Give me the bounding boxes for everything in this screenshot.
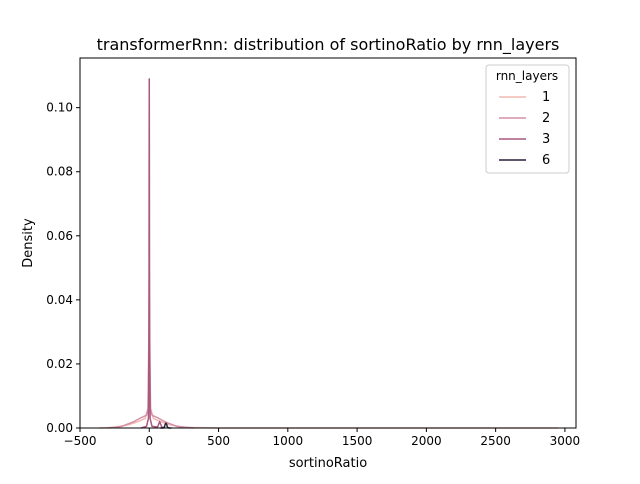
- legend: rnn_layers 1 2 3 6: [485, 64, 570, 174]
- plot-frame: [79, 57, 577, 429]
- legend-label-1: 1: [542, 90, 550, 105]
- y-tick-label: 0.00: [46, 421, 73, 435]
- x-tick-label: 0: [145, 434, 153, 448]
- y-tick-label: 0.10: [46, 101, 73, 115]
- legend-items: 1 2 3 6: [499, 90, 550, 168]
- y-tick-label: 0.08: [46, 165, 73, 179]
- y-tick-label: 0.04: [46, 293, 73, 307]
- y-tick-label: 0.02: [46, 357, 73, 371]
- y-axis: 0.00 0.02 0.04 0.06 0.08 0.10: [46, 101, 80, 435]
- x-tick-label: 2000: [411, 434, 442, 448]
- y-tick-label: 0.06: [46, 229, 73, 243]
- x-tick-label: 2500: [480, 434, 511, 448]
- chart-title: transformerRnn: distribution of sortinoR…: [97, 35, 560, 55]
- series-line-3: [140, 78, 165, 429]
- legend-title: rnn_layers: [496, 69, 558, 83]
- x-axis: −500 0 500 1000 1500 2000 2500 3000: [64, 428, 581, 448]
- legend-label-6: 6: [542, 153, 550, 168]
- legend-label-2: 2: [542, 111, 550, 126]
- x-tick-label: −500: [64, 434, 97, 448]
- legend-frame: [485, 64, 570, 174]
- legend-label-3: 3: [542, 132, 550, 147]
- y-axis-label: Density: [21, 218, 36, 268]
- x-tick-label: 1000: [273, 434, 304, 448]
- x-tick-label: 500: [207, 434, 230, 448]
- x-axis-label: sortinoRatio: [289, 456, 367, 471]
- x-tick-label: 3000: [550, 434, 581, 448]
- x-tick-label: 1500: [342, 434, 373, 448]
